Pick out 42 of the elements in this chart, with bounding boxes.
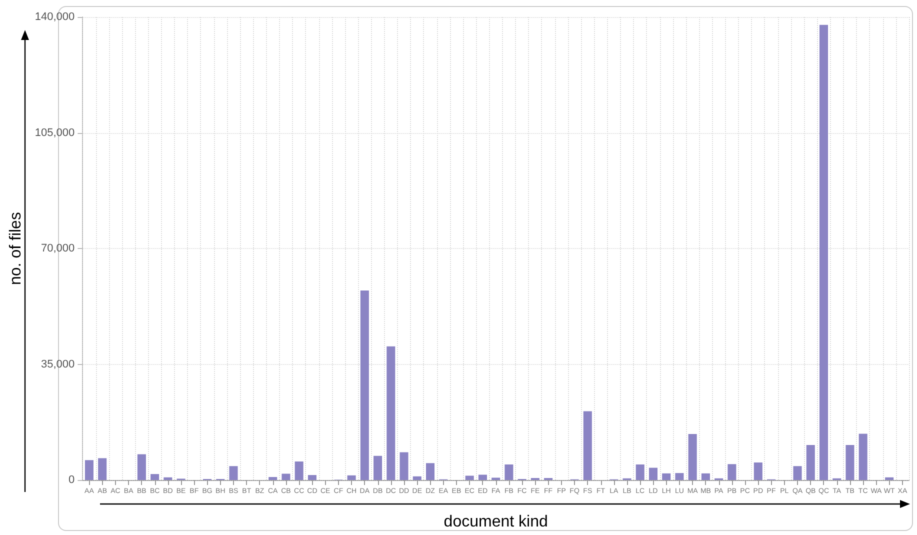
bar — [374, 456, 382, 480]
bar — [84, 460, 94, 480]
y-tick-label: 105,000 — [34, 126, 75, 139]
bar — [701, 473, 710, 480]
bar — [412, 476, 422, 480]
bar — [728, 464, 736, 480]
bar — [150, 474, 160, 480]
bar — [858, 434, 868, 480]
bar — [478, 474, 487, 480]
bar — [819, 24, 828, 480]
x-axis-title: document kind — [444, 514, 548, 530]
bar — [426, 463, 435, 480]
bar — [885, 477, 894, 480]
bar — [465, 476, 474, 480]
bar — [294, 461, 304, 480]
bar — [675, 473, 684, 480]
bar — [164, 477, 172, 480]
bar — [793, 466, 802, 480]
bar — [688, 434, 697, 480]
bar — [648, 468, 658, 480]
bar — [137, 454, 146, 480]
bar — [386, 346, 396, 480]
bar — [504, 464, 514, 480]
bar — [846, 444, 854, 480]
bar — [268, 477, 278, 480]
bar — [754, 462, 762, 480]
bar — [806, 444, 815, 480]
y-axis-title: no. of files — [8, 212, 24, 285]
y-tick-label: 35,000 — [41, 358, 75, 370]
bar — [282, 474, 290, 480]
bar — [360, 290, 369, 480]
bar — [308, 475, 316, 480]
bar — [636, 464, 644, 480]
bar — [98, 458, 107, 480]
y-tick-label: 0 — [68, 474, 75, 486]
bar — [400, 452, 408, 480]
bar — [347, 475, 356, 480]
bar — [662, 473, 671, 480]
bar — [583, 411, 592, 480]
y-tick-label: 140,000 — [34, 11, 75, 23]
bar — [229, 466, 238, 480]
y-tick-label: 70,000 — [41, 242, 75, 254]
